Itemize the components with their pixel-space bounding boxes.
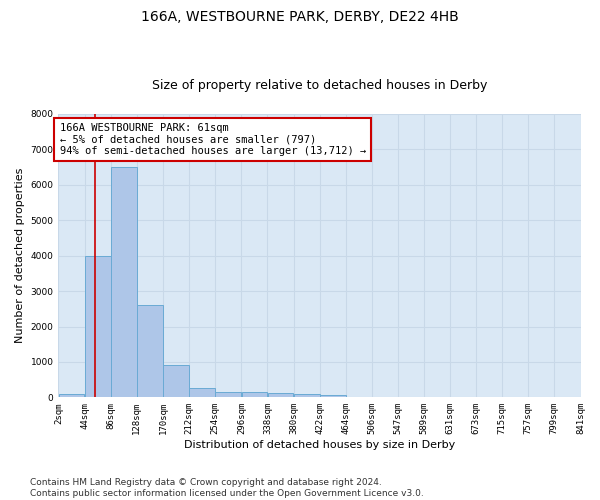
Bar bbox=[189, 388, 215, 398]
Bar bbox=[111, 167, 137, 398]
Bar bbox=[320, 394, 346, 398]
Title: Size of property relative to detached houses in Derby: Size of property relative to detached ho… bbox=[152, 79, 487, 92]
Text: Contains HM Land Registry data © Crown copyright and database right 2024.
Contai: Contains HM Land Registry data © Crown c… bbox=[30, 478, 424, 498]
Bar bbox=[137, 305, 163, 398]
Bar bbox=[268, 393, 293, 398]
Text: 166A, WESTBOURNE PARK, DERBY, DE22 4HB: 166A, WESTBOURNE PARK, DERBY, DE22 4HB bbox=[141, 10, 459, 24]
Text: 166A WESTBOURNE PARK: 61sqm
← 5% of detached houses are smaller (797)
94% of sem: 166A WESTBOURNE PARK: 61sqm ← 5% of deta… bbox=[59, 123, 366, 156]
X-axis label: Distribution of detached houses by size in Derby: Distribution of detached houses by size … bbox=[184, 440, 455, 450]
Bar bbox=[59, 394, 85, 398]
Y-axis label: Number of detached properties: Number of detached properties bbox=[15, 168, 25, 344]
Bar bbox=[85, 256, 110, 398]
Bar bbox=[294, 394, 320, 398]
Bar bbox=[242, 392, 268, 398]
Bar bbox=[163, 366, 189, 398]
Bar bbox=[215, 392, 241, 398]
